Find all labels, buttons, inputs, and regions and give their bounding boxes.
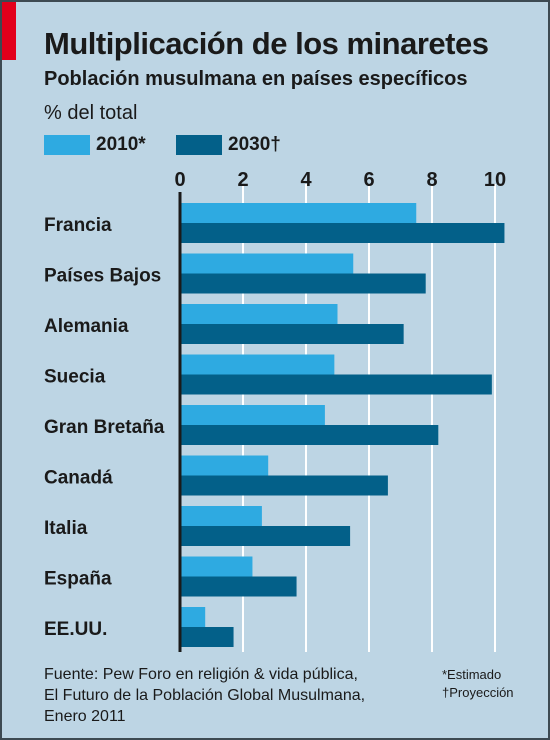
x-tick-label: 2 [237, 169, 248, 191]
footnotes: *Estimado †Proyección [442, 666, 514, 702]
bar-francia-2010 [180, 203, 417, 223]
chart-subtitle: Población musulmana en países específico… [44, 68, 468, 90]
bar-italia-2010 [180, 506, 262, 526]
x-tick-label: 8 [426, 169, 437, 191]
legend-item-2030: 2030† [176, 133, 281, 157]
bar-alemania-2010 [180, 304, 338, 324]
bar-italia-2030 [180, 526, 351, 546]
unit-label: % del total [44, 102, 138, 124]
category-label: Gran Bretaña [44, 417, 165, 438]
source-note: Fuente: Pew Foro en religión & vida públ… [44, 666, 366, 725]
category-label: Italia [44, 518, 88, 539]
legend-label-2010: 2010* [96, 134, 146, 155]
x-tick-label: 6 [363, 169, 374, 191]
x-tick-label: 4 [300, 169, 312, 191]
category-label: Canadá [44, 468, 113, 489]
legend-item-2010: 2010* [44, 133, 146, 157]
bar-suecia-2010 [180, 354, 335, 375]
category-label: EE.UU. [44, 619, 107, 640]
category-label: Francia [44, 215, 112, 236]
bar-canad--2030 [180, 475, 388, 496]
legend-swatch-2010 [44, 135, 90, 155]
bar-espa-a-2030 [180, 576, 297, 597]
bar-ee-uu--2010 [180, 607, 206, 627]
bar-espa-a-2010 [180, 556, 253, 577]
category-label: Países Bajos [44, 266, 161, 287]
category-label: Alemania [44, 316, 129, 337]
bar-ee-uu--2030 [180, 627, 234, 647]
legend-label-2030: 2030† [228, 134, 281, 155]
bar-francia-2030 [180, 223, 505, 243]
footnote-estimate: *Estimado [442, 667, 502, 682]
bar-alemania-2030 [180, 324, 404, 344]
bar-pa-ses-bajos-2030 [180, 273, 426, 294]
legend-swatch-2030 [176, 135, 222, 155]
bar-pa-ses-bajos-2010 [180, 253, 354, 274]
bar-gran-breta-a-2010 [180, 405, 325, 425]
bar-gran-breta-a-2030 [180, 425, 439, 445]
bar-suecia-2030 [180, 374, 492, 395]
x-tick-label: 0 [174, 169, 185, 191]
bar-canad--2010 [180, 455, 269, 476]
red-accent-tag [2, 2, 16, 60]
x-tick-label: 10 [484, 169, 506, 191]
category-label: Suecia [44, 367, 106, 388]
category-label: España [44, 569, 112, 590]
footnote-projection: †Proyección [442, 685, 514, 700]
chart-title: Multiplicación de los minaretes [44, 26, 489, 61]
